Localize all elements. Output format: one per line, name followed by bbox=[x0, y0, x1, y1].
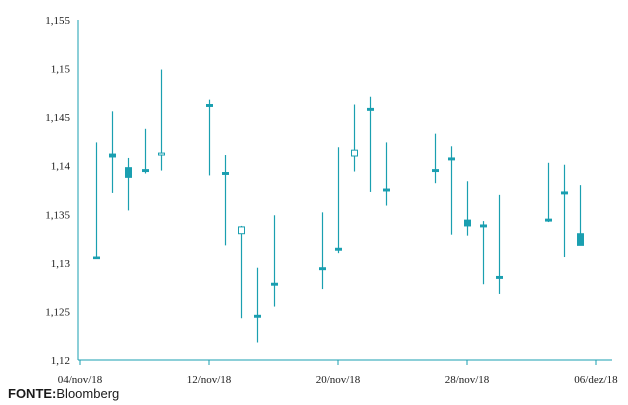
candle-body bbox=[271, 282, 278, 286]
candle-body bbox=[545, 218, 552, 222]
candle-body bbox=[561, 191, 568, 195]
candle bbox=[432, 133, 439, 184]
y-tick-label: 1,13 bbox=[51, 258, 71, 270]
candles bbox=[93, 69, 584, 343]
y-axis: 1,12 1,125 1,13 1,135 1,14 1,145 1,15 1,155 bbox=[45, 15, 79, 367]
candle bbox=[319, 212, 326, 290]
candle-body bbox=[222, 172, 229, 175]
candle bbox=[238, 225, 245, 319]
candle-body bbox=[480, 224, 487, 228]
y-tick-label: 1,125 bbox=[45, 306, 70, 318]
candle-body bbox=[109, 153, 116, 158]
y-tick-label: 1,15 bbox=[51, 64, 71, 76]
source-label: FONTE: bbox=[8, 386, 57, 401]
candle bbox=[351, 104, 358, 172]
y-tick-label: 1,145 bbox=[45, 112, 70, 124]
x-tick-label: 06/dez/18 bbox=[574, 374, 618, 384]
candle bbox=[93, 142, 100, 260]
candle-body bbox=[367, 107, 374, 111]
x-tick-label: 12/nov/18 bbox=[187, 374, 232, 384]
x-tick-label: 20/nov/18 bbox=[316, 374, 361, 384]
candle bbox=[545, 162, 552, 223]
candle bbox=[125, 157, 132, 211]
candle-body bbox=[383, 188, 390, 192]
candlestick-chart: 1,12 1,125 1,13 1,135 1,14 1,145 1,15 1,155 04/… bbox=[45, 15, 618, 384]
candle-body bbox=[319, 267, 326, 271]
candle-body bbox=[464, 219, 471, 227]
candle-body bbox=[142, 169, 149, 173]
candle bbox=[109, 111, 116, 193]
candle bbox=[142, 128, 149, 174]
y-tick-label: 1,12 bbox=[51, 355, 70, 367]
candle bbox=[496, 194, 503, 294]
candle bbox=[464, 181, 471, 236]
candle bbox=[561, 164, 568, 258]
candle-body bbox=[351, 149, 358, 157]
candle bbox=[480, 221, 487, 285]
candle-body bbox=[158, 152, 165, 156]
source-note: FONTE:Bloomberg bbox=[8, 386, 119, 401]
candle-body bbox=[254, 314, 261, 318]
candle bbox=[577, 185, 584, 246]
candle-body bbox=[496, 275, 503, 279]
y-tick-label: 1,135 bbox=[45, 209, 70, 221]
x-tick-label: 28/nov/18 bbox=[445, 374, 490, 384]
y-tick-label: 1,155 bbox=[45, 15, 70, 27]
candle bbox=[271, 215, 278, 307]
candle-body bbox=[432, 169, 439, 173]
candle bbox=[335, 147, 342, 254]
candle bbox=[206, 99, 213, 176]
candle bbox=[383, 142, 390, 206]
candle-body bbox=[238, 226, 245, 235]
candle-body bbox=[577, 233, 584, 246]
candle-body bbox=[125, 167, 132, 178]
candle-body bbox=[206, 104, 213, 107]
candle-body bbox=[93, 256, 100, 260]
candle bbox=[367, 96, 374, 192]
candle bbox=[448, 146, 455, 235]
candle-body bbox=[448, 157, 455, 161]
source-text: Bloomberg bbox=[56, 386, 120, 401]
x-axis: 04/nov/18 12/nov/18 20/nov/18 28/nov/18 06/d… bbox=[58, 359, 618, 384]
candle-body bbox=[335, 247, 342, 251]
y-tick-label: 1,14 bbox=[51, 161, 71, 173]
candle bbox=[158, 69, 165, 171]
candle bbox=[222, 155, 229, 246]
candle bbox=[254, 267, 261, 343]
x-tick-label: 04/nov/18 bbox=[58, 374, 103, 384]
